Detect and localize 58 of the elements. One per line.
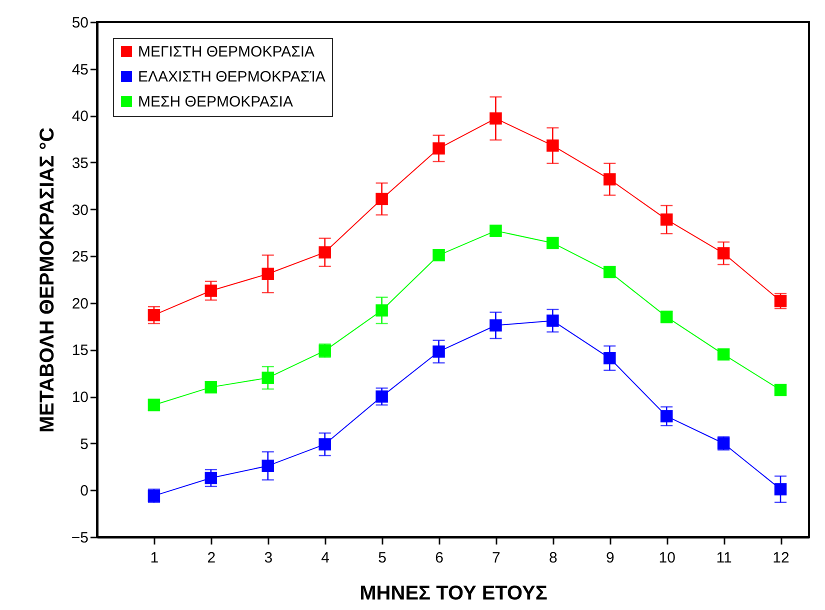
y-tick-label: −5 [71, 530, 88, 546]
point [660, 213, 673, 226]
point [376, 390, 388, 403]
point [490, 319, 502, 332]
point [490, 112, 502, 125]
point [660, 410, 673, 422]
x-tick-label: 9 [606, 550, 614, 566]
x-tick-label: 2 [207, 550, 216, 566]
x-tick-label: 12 [772, 550, 790, 566]
point [604, 352, 616, 364]
point [318, 246, 331, 258]
point [432, 249, 445, 262]
x-tick-label: 8 [549, 550, 558, 566]
x-tick-label: 6 [435, 550, 444, 566]
y-tick-label: 50 [72, 14, 88, 32]
x-axis-title: ΜΗΝΕΣ ΤΟΥ ΕΤΟΥΣ [360, 582, 548, 604]
point [774, 483, 787, 496]
y-tick-label: 10 [72, 389, 88, 406]
y-tick-label: 15 [72, 342, 88, 360]
point [204, 284, 218, 297]
y-tick-label: 40 [72, 108, 88, 126]
point [262, 460, 274, 472]
point [546, 236, 559, 250]
y-tick-label: 0 [80, 482, 88, 500]
x-tick-label: 3 [264, 550, 273, 566]
legend-label: ΜΕΓΙΣΤΗ ΘΕΡΜΟΚΡΑΣΙΑ [138, 44, 315, 60]
point [546, 139, 559, 152]
x-tick-label: 7 [492, 550, 500, 566]
point [432, 142, 445, 155]
y-tick-label: 25 [72, 248, 88, 266]
x-tick-label: 1 [150, 550, 159, 566]
y-tick-label: 30 [72, 202, 88, 219]
point [490, 224, 502, 237]
point [604, 173, 616, 186]
point [546, 314, 559, 327]
point [376, 304, 388, 317]
legend-label: ΕΛΑΧΙΣΤΗ ΘΕΡΜΟΚΡΑΣΊΑ [138, 68, 326, 86]
x-tick-label: 4 [321, 550, 330, 566]
point [376, 192, 388, 206]
y-tick-label: 35 [72, 154, 88, 172]
point [432, 345, 445, 358]
legend-label: ΜΕΣΗ ΘΕΡΜΟΚΡΑΣΙΑ [138, 94, 293, 110]
y-tick-label: 5 [80, 436, 88, 453]
x-tick-label: 10 [658, 550, 676, 566]
point [717, 247, 730, 260]
point [604, 266, 616, 278]
y-tick-label: 20 [72, 295, 88, 312]
y-axis-title: ΜΕΤΑΒΟΛΗ ΘΕΡΜΟΚΡΑΣΙΑΣ °C [36, 127, 58, 433]
point [318, 438, 331, 450]
point [717, 348, 730, 361]
x-tick-label: 5 [378, 550, 386, 566]
point [262, 372, 274, 384]
point [774, 384, 787, 396]
point [204, 472, 218, 484]
point [148, 308, 160, 322]
point [262, 268, 274, 280]
y-tick-label: 45 [72, 61, 88, 78]
x-tick-label: 11 [716, 550, 732, 566]
